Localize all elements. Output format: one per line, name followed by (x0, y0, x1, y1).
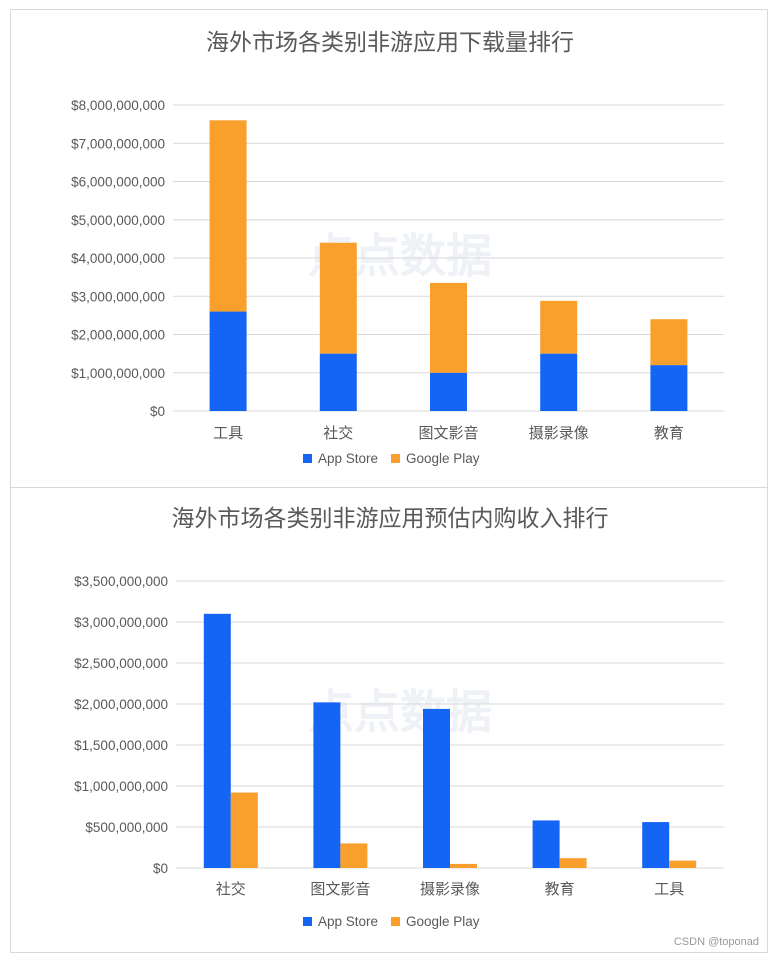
legend-swatch-google-play (391, 917, 400, 926)
x-category-label: 教育 (545, 880, 575, 898)
y-tick-label: $1,000,000,000 (74, 779, 168, 794)
legend-label: App Store (318, 914, 378, 929)
y-tick-label: $0 (150, 404, 165, 419)
bar-google-play (319, 242, 357, 354)
y-tick-label: $5,000,000,000 (71, 213, 165, 228)
x-category-label: 摄影录像 (420, 880, 480, 898)
bar-app-store (650, 365, 688, 411)
legend-label: Google Play (406, 914, 480, 929)
y-tick-label: $6,000,000,000 (71, 175, 165, 190)
bar-app-store (540, 353, 578, 411)
legend-swatch-app-store (303, 454, 312, 463)
y-tick-label: $4,000,000,000 (71, 251, 165, 266)
bar-google-play (450, 863, 477, 868)
y-tick-label: $8,000,000,000 (71, 98, 165, 113)
bar-google-play (540, 300, 578, 354)
x-category-label: 图文影音 (418, 424, 478, 442)
download-chart: 点点数据海外市场各类别非游应用下载量排行$0$1,000,000,000$2,0… (71, 30, 724, 466)
bar-google-play (559, 858, 587, 868)
bar-app-store (203, 613, 231, 868)
bar-app-store (423, 708, 450, 868)
y-tick-label: $2,000,000,000 (74, 697, 168, 712)
x-category-label: 工具 (654, 880, 684, 898)
chart-title: 海外市场各类别非游应用预估内购收入排行 (172, 506, 609, 532)
bar-google-play (340, 843, 368, 868)
revenue-chart: 点点数据海外市场各类别非游应用预估内购收入排行$0$500,000,000$1,… (74, 506, 724, 929)
y-tick-label: $0 (153, 861, 168, 876)
bar-app-store (532, 820, 560, 868)
y-tick-label: $2,500,000,000 (74, 656, 168, 671)
y-tick-label: $1,000,000,000 (71, 366, 165, 381)
bar-google-play (669, 860, 697, 868)
bar-app-store (430, 372, 467, 411)
bar-app-store (209, 311, 247, 411)
legend-swatch-app-store (303, 917, 312, 926)
y-tick-label: $2,000,000,000 (71, 328, 165, 343)
bar-google-play (209, 120, 247, 312)
legend-label: Google Play (406, 451, 480, 466)
x-category-label: 摄影录像 (529, 424, 589, 442)
bar-app-store (319, 353, 357, 411)
revenue-chart-panel: 点点数据 海外市场各类别非游应用预估内购收入排行 $0 $500,000,000 $1,… (10, 487, 768, 953)
x-category-label: 图文影音 (310, 880, 370, 898)
x-category-label: 工具 (213, 424, 243, 442)
bar-google-play (650, 319, 688, 366)
bar-google-play (430, 282, 467, 373)
bar-app-store (642, 822, 670, 868)
bar-app-store (313, 702, 341, 868)
download-chart-panel: 点点数据 海外市场各类别非游应用下载量排行 $0 $1,000,000,000 $2,0… (10, 9, 768, 488)
y-tick-label: $3,000,000,000 (74, 615, 168, 630)
chart-title: 海外市场各类别非游应用下载量排行 (206, 30, 574, 56)
legend-label: App Store (318, 451, 378, 466)
x-category-label: 社交 (323, 424, 353, 442)
y-tick-label: $3,500,000,000 (74, 574, 168, 589)
y-tick-label: $3,000,000,000 (71, 289, 165, 304)
footer-credit: CSDN @toponad (673, 936, 759, 948)
bar-google-play (230, 792, 258, 868)
legend-swatch-google-play (391, 454, 400, 463)
x-category-label: 社交 (216, 880, 246, 898)
y-tick-label: $500,000,000 (85, 820, 168, 835)
y-tick-label: $1,500,000,000 (74, 738, 168, 753)
x-category-label: 教育 (654, 424, 684, 442)
y-tick-label: $7,000,000,000 (71, 136, 165, 151)
